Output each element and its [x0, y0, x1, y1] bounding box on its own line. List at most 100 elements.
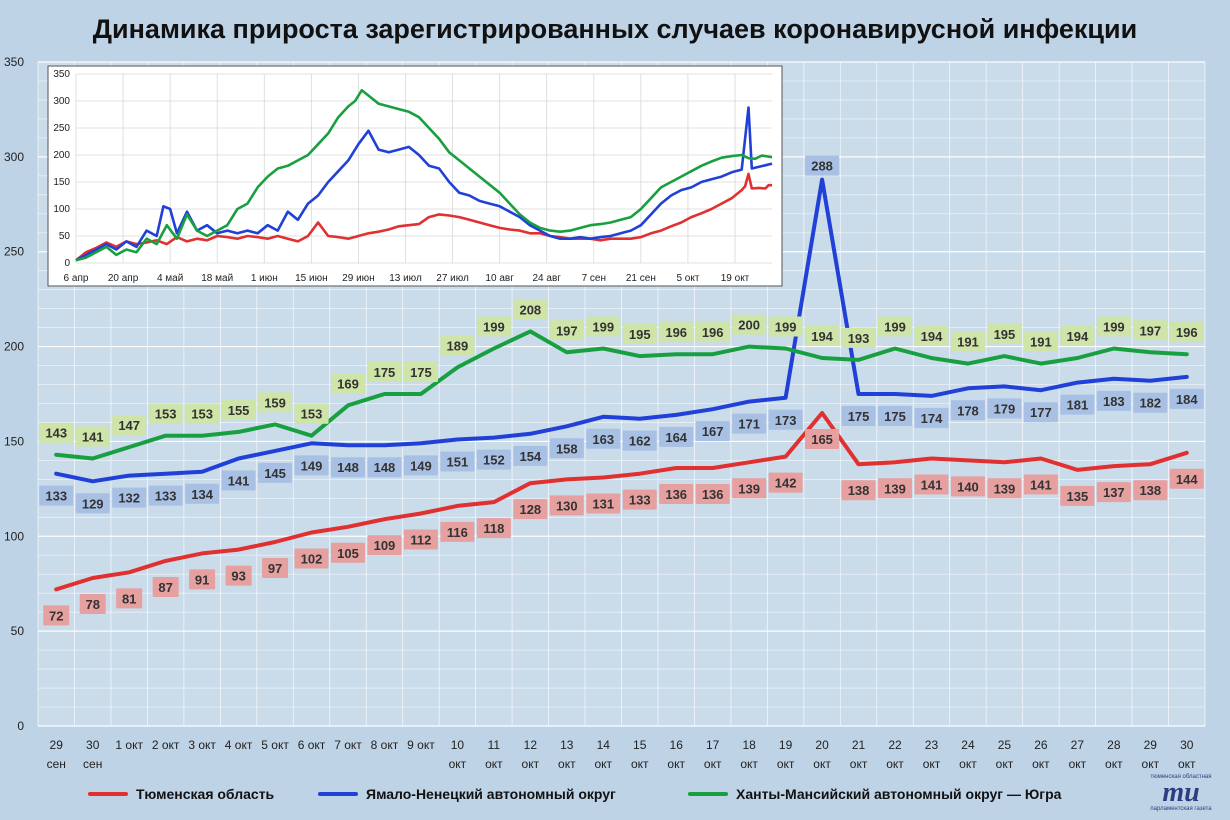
data-label-bg	[148, 403, 183, 424]
data-label-bg	[622, 489, 657, 510]
data-label-text: 175	[848, 409, 870, 424]
data-label-text: 189	[447, 338, 469, 353]
data-label-bg	[1060, 325, 1095, 346]
data-label-bg	[659, 426, 694, 447]
data-label-text: 174	[921, 411, 943, 426]
data-label-bg	[440, 335, 475, 356]
data-label-bg	[622, 430, 657, 451]
inset-x-tick-label: 29 июн	[342, 273, 375, 284]
data-label-text: 139	[884, 481, 906, 496]
data-label-text: 165	[811, 432, 833, 447]
data-label-bg	[1096, 316, 1131, 337]
x-tick-label-sub: окт	[1178, 757, 1196, 771]
data-label-yamal: 182	[1133, 392, 1168, 413]
data-label-hmao: 196	[1169, 322, 1204, 343]
x-tick-label-sub: окт	[777, 757, 795, 771]
data-label-bg	[1096, 390, 1131, 411]
data-label-yamal: 132	[112, 487, 147, 508]
logo-bottom-text: парламентская газета	[1150, 806, 1212, 812]
data-label-bg	[152, 576, 179, 597]
data-label-text: 194	[1067, 329, 1089, 344]
data-label-bg	[586, 428, 621, 449]
data-label-text: 109	[374, 538, 396, 553]
x-tick-label: 11	[488, 738, 501, 752]
inset-x-tick-label: 6 апр	[64, 273, 89, 284]
data-label-text: 199	[1103, 319, 1125, 334]
data-label-tyumen: 128	[513, 499, 548, 520]
data-label-bg	[1023, 402, 1058, 423]
data-label-yamal: 179	[987, 398, 1022, 419]
data-label-bg	[367, 535, 402, 556]
data-label-bg	[805, 428, 840, 449]
data-label-bg	[112, 487, 147, 508]
x-tick-label: 28	[1107, 738, 1121, 752]
data-label-text: 147	[118, 418, 140, 433]
data-label-text: 138	[1139, 483, 1161, 498]
data-label-tyumen: 139	[878, 478, 913, 499]
data-label-bg	[440, 451, 475, 472]
data-label-text: 112	[410, 533, 431, 548]
data-label-hmao: 199	[1096, 316, 1131, 337]
data-label-text: 177	[1030, 405, 1052, 420]
data-label-tyumen: 97	[262, 557, 289, 578]
data-label-hmao: 199	[476, 316, 511, 337]
x-tick-label: 2 окт	[152, 738, 180, 752]
inset-y-tick-label: 0	[64, 258, 70, 269]
x-tick-label: 22	[888, 738, 902, 752]
data-label-text: 199	[592, 319, 614, 334]
x-tick-label: 21	[852, 738, 866, 752]
data-label-bg	[39, 422, 74, 443]
data-label-text: 173	[775, 413, 797, 428]
y-tick-label: 250	[4, 245, 24, 259]
data-label-bg	[1133, 480, 1168, 501]
data-label-bg	[878, 406, 913, 426]
data-label-yamal: 129	[75, 493, 110, 514]
x-tick-label: 20	[815, 738, 829, 752]
data-label-text: 179	[994, 401, 1016, 416]
data-label-text: 134	[191, 487, 213, 502]
x-tick-label-sub: окт	[886, 757, 904, 771]
inset-grid	[75, 73, 772, 264]
inset-x-tick-label: 13 июл	[389, 273, 422, 284]
data-label-tyumen: 139	[732, 478, 767, 499]
data-label-tyumen: 93	[225, 565, 252, 586]
inset-background	[47, 65, 783, 287]
data-label-yamal: 164	[659, 426, 694, 447]
data-label-hmao: 199	[878, 316, 913, 337]
data-label-text: 137	[1103, 485, 1125, 500]
logo-top-text: тюменская областная	[1150, 774, 1212, 780]
data-label-text: 135	[1067, 489, 1089, 504]
x-tick-label: 14	[597, 738, 611, 752]
y-tick-label: 300	[4, 150, 24, 164]
data-label-yamal: 151	[440, 451, 475, 472]
data-label-bg	[622, 324, 657, 345]
x-tick-label: 27	[1071, 738, 1085, 752]
data-label-bg	[330, 457, 365, 478]
series-line-hmao	[54, 329, 1189, 461]
data-label-text: 288	[811, 159, 833, 174]
data-label-text: 194	[811, 329, 833, 344]
series-line-tyumen	[54, 411, 1189, 592]
data-label-text: 155	[228, 403, 250, 418]
x-tick-label: 23	[925, 738, 939, 752]
data-label-text: 191	[1030, 335, 1052, 350]
inset-series-line-hmao	[75, 88, 773, 262]
x-tick-label: 9 окт	[407, 738, 435, 752]
data-label-text: 183	[1103, 394, 1125, 409]
x-tick-label: 30	[1180, 738, 1194, 752]
data-label-text: 116	[447, 525, 468, 540]
data-label-text: 141	[228, 474, 250, 489]
data-label-yamal: 171	[732, 413, 767, 434]
x-tick-label-sub: окт	[449, 757, 467, 771]
x-tick-label: 5 окт	[261, 738, 289, 752]
data-label-hmao: 143	[39, 422, 74, 443]
data-label-tyumen: 140	[950, 476, 985, 497]
data-label-bg	[367, 362, 402, 382]
x-tick-label: 8 окт	[371, 738, 399, 752]
x-tick-label: 17	[706, 738, 720, 752]
inset-x-tick-label: 7 сен	[582, 273, 606, 284]
data-label-text: 141	[1030, 478, 1052, 493]
data-label-text: 87	[158, 580, 172, 595]
data-label-text: 191	[957, 335, 979, 350]
